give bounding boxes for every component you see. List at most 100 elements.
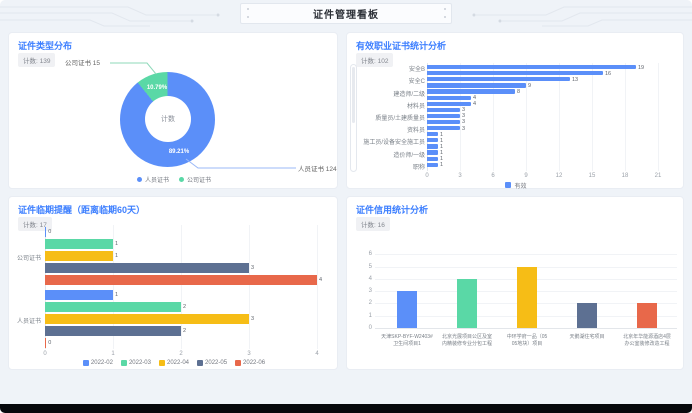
panel-certificate-credit-statistics: 证件信用统计分析 计数: 16 0 1 2 3 4 5 6 天津SKP-BYF-W2403# 卫… xyxy=(346,196,684,370)
x-axis-category-label: 内精装修专业分包工程 xyxy=(441,340,492,347)
x-axis-tick-label: 3 xyxy=(458,172,462,179)
bar[interactable] xyxy=(427,89,515,94)
bar[interactable] xyxy=(427,119,460,125)
bar[interactable] xyxy=(427,132,438,137)
category-label: 人员证书 xyxy=(16,319,41,325)
legend-item[interactable]: 2022-04 xyxy=(158,360,189,366)
panel-title: 证件信用统计分析 xyxy=(356,205,429,215)
bar-value-label: 4 xyxy=(473,101,477,108)
bar-value-label: 9 xyxy=(528,82,532,89)
x-axis-category-label: 办公室装修改造工程 xyxy=(624,340,670,347)
legend-item[interactable]: 有效 xyxy=(505,181,527,190)
gridline xyxy=(375,328,677,329)
bar[interactable] xyxy=(45,314,249,324)
x-axis-category-label: 北京光展项目公区及室 xyxy=(441,334,492,340)
y-axis-tick-label: 0 xyxy=(368,325,372,331)
legend-swatch xyxy=(136,177,142,182)
category-label: 建造师/二级 xyxy=(393,91,425,98)
bar[interactable] xyxy=(457,278,477,328)
gridline xyxy=(493,63,494,171)
category-label: 公司证书 xyxy=(16,256,41,262)
bar[interactable] xyxy=(427,83,526,88)
gridline xyxy=(460,63,461,171)
bar[interactable] xyxy=(577,303,597,328)
bar[interactable] xyxy=(45,338,47,348)
bar[interactable] xyxy=(427,144,438,149)
gridline xyxy=(317,225,318,349)
bar[interactable] xyxy=(427,138,438,143)
gridline xyxy=(625,63,626,171)
bar[interactable] xyxy=(637,303,657,328)
x-axis-tick-label: 6 xyxy=(491,172,495,179)
bar[interactable] xyxy=(427,101,471,106)
x-axis-category-label: 天鹅湖住宅项目 xyxy=(569,334,605,340)
gridline xyxy=(526,63,527,171)
legend-item[interactable]: 2022-06 xyxy=(235,360,265,366)
legend-item[interactable]: 公司证书 xyxy=(179,175,211,184)
bar[interactable] xyxy=(427,113,460,119)
bar[interactable] xyxy=(45,326,181,336)
bar[interactable] xyxy=(45,290,113,300)
bar[interactable] xyxy=(427,95,471,100)
bar-value-label: 0 xyxy=(48,229,52,235)
pie-chart-area: 计数 10.79% 89.21% 公司证书 15 人员证书 124 人员证书 公司证书 xyxy=(9,33,337,188)
scrollbar-thumb[interactable] xyxy=(352,67,355,123)
legend-item[interactable]: 2022-05 xyxy=(197,360,227,366)
bar[interactable] xyxy=(427,107,460,112)
bar-value-label: 1 xyxy=(440,162,444,169)
bar[interactable] xyxy=(427,126,460,131)
bar[interactable] xyxy=(427,162,438,167)
category-label: 资料员 xyxy=(406,128,425,135)
grouped-bar-chart-area: 0 1 2 3 4 公司证书 0 1 1 3 4 人员证书 1 2 3 2 0 2022-02 2022-03 202… xyxy=(9,197,337,369)
bar[interactable] xyxy=(45,302,181,312)
bar-value-label: 1 xyxy=(440,131,444,138)
bar[interactable] xyxy=(517,266,537,328)
bar-value-label: 4 xyxy=(473,95,477,101)
legend-swatch xyxy=(197,360,204,366)
header-title-box: 证件管理看板 xyxy=(240,3,452,24)
bottom-bar xyxy=(0,404,692,413)
legend-item[interactable]: 2022-02 xyxy=(82,360,113,366)
category-label: 材料员 xyxy=(406,103,425,110)
bar[interactable] xyxy=(45,275,317,285)
gridline xyxy=(592,63,593,171)
legend-swatch xyxy=(82,360,89,366)
x-axis-tick-label: 1 xyxy=(111,351,115,357)
legend-label: 2022-05 xyxy=(205,360,228,366)
legend: 2022-02 2022-03 2022-04 2022-05 2022-06 xyxy=(9,360,339,366)
legend-item[interactable]: 2022-03 xyxy=(120,360,151,366)
header-dot xyxy=(247,8,249,10)
bar-value-label: 2 xyxy=(183,328,187,334)
gridline xyxy=(559,63,560,171)
bar[interactable] xyxy=(427,77,570,82)
category-label: 安全C xyxy=(408,79,425,86)
bar[interactable] xyxy=(427,150,438,155)
count-badge: 计数: 16 xyxy=(356,217,390,231)
x-axis-tick-label: 0 xyxy=(425,172,429,179)
bar[interactable] xyxy=(427,156,438,161)
bar[interactable] xyxy=(45,239,113,249)
x-axis-tick-label: 2 xyxy=(179,351,183,357)
scrollbar[interactable] xyxy=(350,64,357,172)
hbar-chart-area: 0 3 6 9 12 15 18 21 安全B 19 16 安全C 13 9 建造师/二级 8 4 材料员 4 3 质量… xyxy=(347,33,683,190)
bar[interactable] xyxy=(427,65,636,70)
bar-value-label: 3 xyxy=(462,119,466,126)
gridline xyxy=(658,63,659,171)
bar-value-label: 16 xyxy=(605,70,612,77)
bar[interactable] xyxy=(45,263,249,273)
bar-value-label: 1 xyxy=(440,143,444,150)
bar[interactable] xyxy=(45,251,113,261)
page-title: 证件管理看板 xyxy=(313,10,379,21)
x-axis-tick-label: 0 xyxy=(43,351,47,357)
bar[interactable] xyxy=(45,227,47,237)
bar-value-label: 1 xyxy=(440,137,444,144)
bar-value-label: 8 xyxy=(517,88,521,95)
legend-item[interactable]: 人员证书 xyxy=(136,175,169,184)
bar[interactable] xyxy=(427,71,603,76)
bar-value-label: 13 xyxy=(572,76,579,83)
bar-value-label: 19 xyxy=(638,64,645,71)
y-axis-tick-label: 4 xyxy=(368,275,372,282)
panel-valid-professional-certificates: 有效职业证书统计分析 计数: 102 0 3 6 9 12 15 18 21 安全B 19 16 安全… xyxy=(346,32,684,190)
bar[interactable] xyxy=(397,291,417,328)
